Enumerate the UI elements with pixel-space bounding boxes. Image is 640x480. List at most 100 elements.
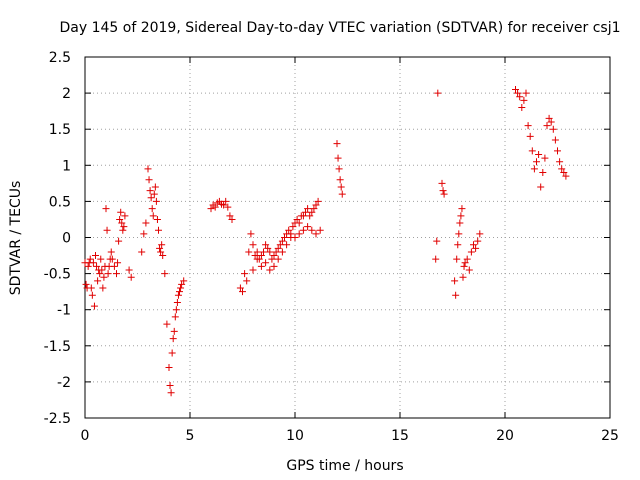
data-point xyxy=(173,298,181,306)
data-point xyxy=(153,215,161,223)
data-point xyxy=(89,259,97,267)
y-tick-label: -2.5 xyxy=(44,411,71,427)
data-point xyxy=(159,252,167,260)
data-point xyxy=(220,201,228,209)
data-point xyxy=(333,140,341,148)
data-point xyxy=(439,187,447,195)
y-tick-label: -2 xyxy=(57,375,71,391)
data-point xyxy=(516,93,524,101)
data-point xyxy=(155,226,162,234)
data-point xyxy=(172,306,180,314)
data-point xyxy=(103,226,111,234)
data-point xyxy=(467,248,475,256)
data-point xyxy=(336,176,344,184)
data-point xyxy=(539,169,547,177)
data-point xyxy=(82,280,90,288)
data-point xyxy=(533,158,540,166)
x-tick-label: 15 xyxy=(391,428,409,444)
data-point xyxy=(562,172,570,180)
data-point xyxy=(274,244,282,252)
data-point xyxy=(98,266,106,274)
data-point xyxy=(226,212,234,220)
data-point xyxy=(451,277,459,285)
data-point xyxy=(335,165,343,173)
data-point xyxy=(253,248,261,256)
data-point xyxy=(558,165,566,173)
y-tick-label: -1.5 xyxy=(44,339,71,355)
data-point xyxy=(554,147,561,155)
data-point xyxy=(97,255,105,263)
data-point xyxy=(274,255,282,263)
data-point xyxy=(145,176,153,184)
data-point xyxy=(176,288,183,296)
data-point xyxy=(228,215,236,223)
data-point xyxy=(457,212,465,220)
data-point xyxy=(140,230,148,238)
data-point xyxy=(535,150,543,158)
data-point xyxy=(276,241,284,249)
data-point xyxy=(476,230,484,238)
plot-frame xyxy=(84,56,611,419)
data-point xyxy=(166,382,174,390)
data-point xyxy=(281,234,288,241)
data-point xyxy=(171,313,179,321)
data-point xyxy=(147,194,155,202)
data-point xyxy=(92,252,99,260)
data-point xyxy=(310,205,318,213)
data-point xyxy=(266,266,274,274)
data-point xyxy=(168,349,176,357)
data-point xyxy=(289,223,297,231)
data-point xyxy=(270,262,278,270)
data-point xyxy=(249,241,257,249)
data-point xyxy=(337,183,345,191)
data-point xyxy=(251,252,259,260)
y-tick-label: 2.5 xyxy=(49,50,71,66)
data-point xyxy=(207,205,215,213)
data-point xyxy=(512,85,519,93)
data-point xyxy=(338,190,346,198)
data-point xyxy=(308,226,316,234)
data-point xyxy=(262,241,270,249)
data-point xyxy=(169,335,177,343)
data-point xyxy=(120,223,128,231)
data-point xyxy=(316,226,324,234)
data-markers xyxy=(81,85,570,397)
data-point xyxy=(433,237,441,245)
data-point xyxy=(459,273,467,281)
data-point xyxy=(150,190,158,198)
data-point xyxy=(243,277,251,285)
data-point xyxy=(144,165,152,173)
data-point xyxy=(113,270,120,278)
data-point xyxy=(334,154,342,162)
data-point xyxy=(87,284,95,292)
data-point xyxy=(295,219,303,227)
data-point xyxy=(142,219,150,227)
data-point xyxy=(257,252,265,260)
data-point xyxy=(528,147,536,155)
y-tick-label: -0.5 xyxy=(44,267,71,283)
data-point xyxy=(458,205,466,213)
y-tick-labels: -2.5 -2 -1.5 -1 -0.5 0 0.5 1 1.5 2 2.5 xyxy=(44,50,71,427)
data-point xyxy=(526,132,534,140)
data-point xyxy=(125,266,133,274)
data-point xyxy=(460,262,468,270)
data-point xyxy=(551,136,559,144)
data-point xyxy=(100,273,108,281)
data-point xyxy=(163,320,171,328)
data-point xyxy=(104,270,112,278)
data-point xyxy=(127,273,135,281)
data-point xyxy=(455,230,463,238)
data-point xyxy=(463,255,471,263)
data-point xyxy=(84,262,92,270)
data-point xyxy=(522,89,530,97)
data-point xyxy=(88,291,96,299)
x-tick-labels: 0 5 10 15 20 25 xyxy=(81,428,619,444)
data-point xyxy=(465,266,473,274)
data-point xyxy=(299,226,307,234)
x-tick-label: 20 xyxy=(496,428,514,444)
y-tick-label: 1.5 xyxy=(49,122,71,138)
y-tick-label: 1 xyxy=(62,158,71,174)
data-point xyxy=(278,237,286,245)
data-point xyxy=(178,280,186,288)
